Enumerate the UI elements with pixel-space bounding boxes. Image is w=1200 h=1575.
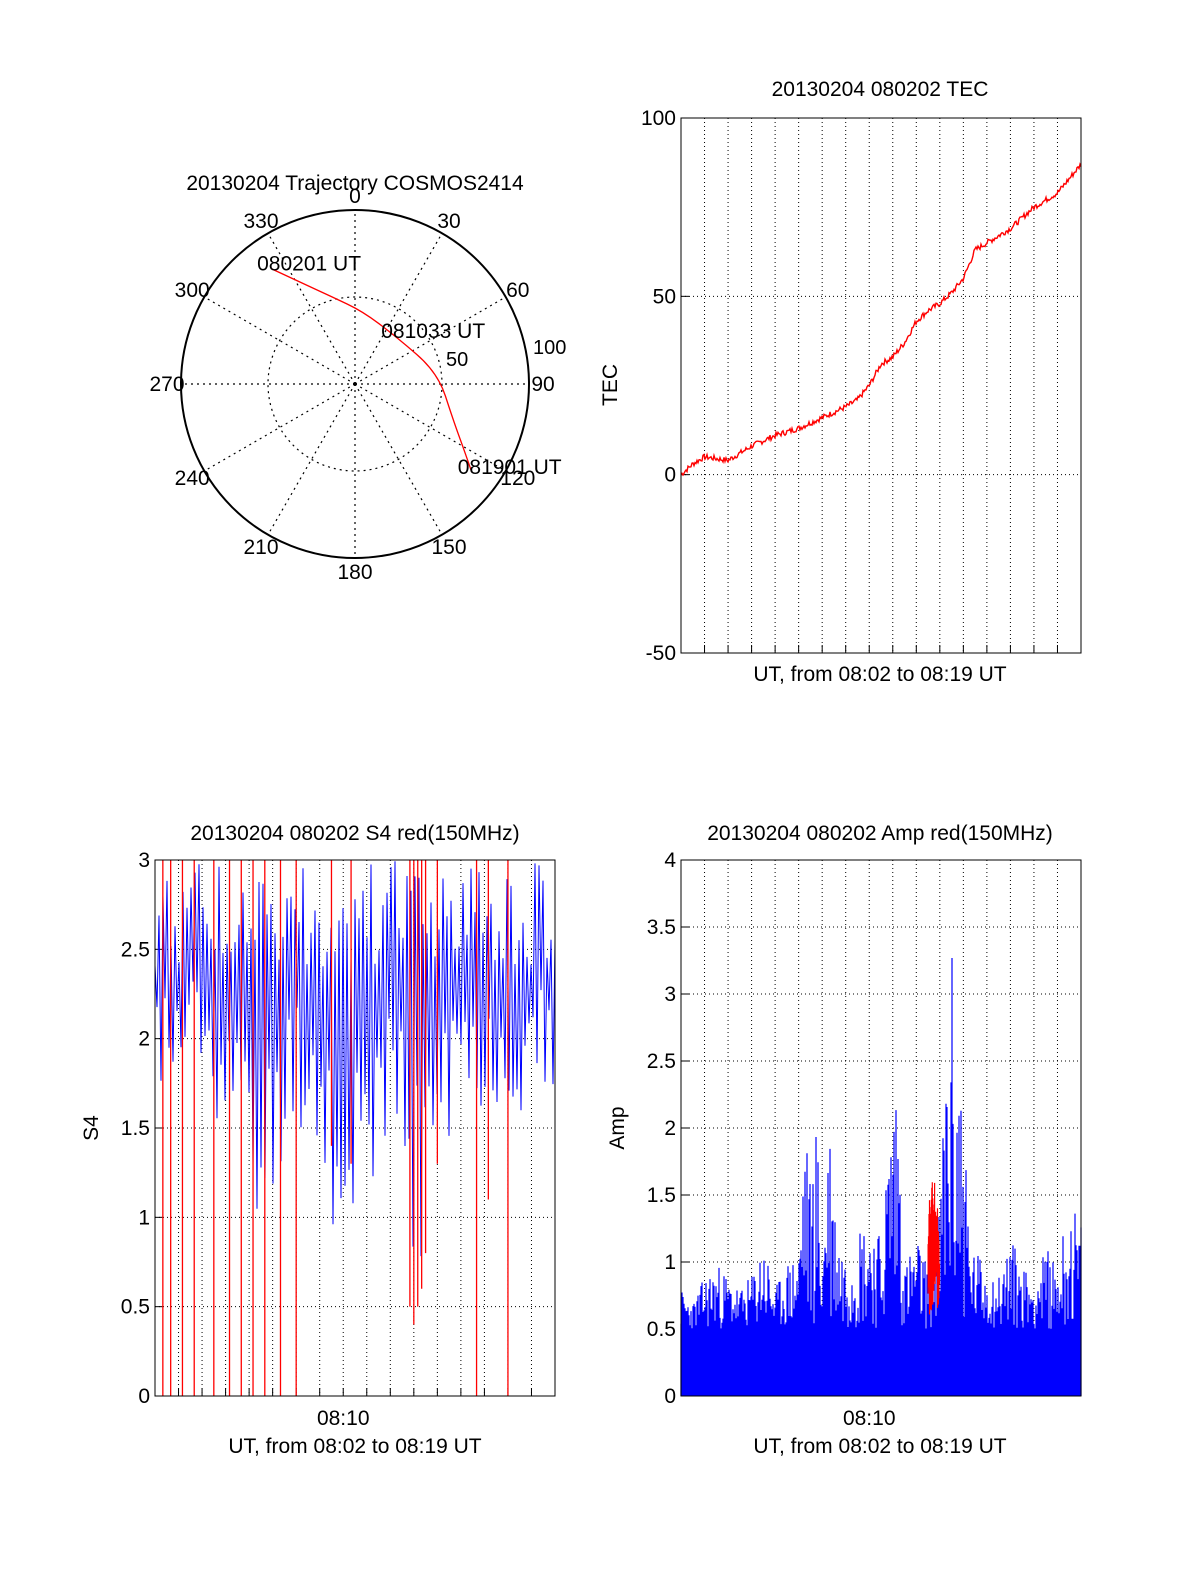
amp-x-tick-labels: 08:10 [843, 1407, 896, 1430]
y-tick-label: 0.5 [647, 1318, 676, 1341]
polar-grid [180, 209, 530, 559]
polar-angle-label: 0 [349, 185, 361, 208]
tec-title: 20130204 080202 TEC [772, 78, 989, 101]
amp-chart: 20130204 080202 Amp red(150MHz) 0 0.5 1 1.5… [606, 822, 1082, 1458]
amp-y-tick-labels: 0 0.5 1 1.5 2 2.5 3 3.5 4 [647, 849, 677, 1408]
tec-y-tick-labels: -50 0 50 100 [641, 107, 676, 665]
y-tick-label: 0 [664, 1385, 676, 1408]
s4-x-tick-labels: 08:10 [317, 1407, 370, 1430]
y-tick-label: 100 [641, 107, 676, 130]
amp-red-trace [927, 1182, 940, 1315]
y-tick-label: 50 [653, 285, 676, 308]
y-tick-label: 1 [138, 1206, 150, 1229]
amp-title: 20130204 080202 Amp red(150MHz) [707, 822, 1053, 845]
y-tick-label: 3 [138, 849, 150, 872]
s4-chart: 20130204 080202 S4 red(150MHz) 0 0.5 1 1.5 2… [80, 822, 556, 1458]
tec-line [680, 162, 1082, 477]
polar-radius-labels: 50 100 [446, 337, 566, 371]
s4-title: 20130204 080202 S4 red(150MHz) [190, 822, 519, 845]
polar-outer-circle [180, 209, 530, 559]
y-tick-label: 3 [664, 983, 676, 1006]
polar-spoke [354, 383, 443, 535]
polar-annotations: 080201 UT 081033 UT 081901 UT [257, 253, 562, 479]
polar-spoke [354, 296, 506, 385]
polar-spoke [204, 383, 356, 472]
polar-angle-label: 30 [437, 210, 460, 233]
polar-angle-label: 120 [500, 467, 535, 490]
polar-angle-label: 180 [337, 561, 372, 584]
y-tick-label: 0 [138, 1385, 150, 1408]
trajectory-time-label: 081901 UT [458, 456, 562, 479]
polar-title: 20130204 Trajectory COSMOS2414 [186, 172, 524, 195]
polar-radius-label: 50 [446, 349, 468, 371]
amp-xlabel: UT, from 08:02 to 08:19 UT [753, 1435, 1006, 1458]
polar-spoke [204, 296, 356, 385]
amp-blue-base [681, 1329, 1081, 1396]
polar-angle-label: 60 [506, 279, 529, 302]
trajectory-time-label: 080201 UT [257, 253, 361, 276]
y-tick-label: 1.5 [647, 1184, 676, 1207]
polar-angle-label: 330 [243, 210, 278, 233]
tec-series [680, 162, 1082, 477]
y-tick-label: 0 [664, 464, 676, 487]
amp-grid [681, 859, 1081, 1397]
polar-angle-label: 240 [175, 467, 210, 490]
amp-ylabel: Amp [606, 1106, 629, 1149]
amp-frame [680, 859, 1082, 1397]
x-tick-label: 08:10 [843, 1407, 896, 1430]
y-tick-label: -50 [646, 642, 676, 665]
trajectory-time-label: 081033 UT [381, 320, 485, 343]
y-tick-label: 2 [664, 1117, 676, 1140]
y-tick-label: 0.5 [121, 1296, 150, 1319]
polar-angle-labels: 0 30 60 90 120 150 180 210 240 270 300 330 [149, 185, 554, 584]
tec-ylabel: TEC [599, 364, 622, 406]
y-tick-label: 4 [664, 849, 676, 872]
tec-frame [680, 117, 1082, 654]
polar-spoke [354, 233, 443, 385]
amp-series [680, 958, 1082, 1396]
s4-ylabel: S4 [80, 1115, 103, 1141]
s4-frame [154, 859, 556, 1397]
s4-blue-trace [155, 861, 555, 1257]
polar-angle-label: 300 [175, 279, 210, 302]
y-tick-label: 2.5 [647, 1050, 676, 1073]
polar-angle-label: 150 [431, 536, 466, 559]
s4-xlabel: UT, from 08:02 to 08:19 UT [228, 1435, 481, 1458]
polar-angle-label: 90 [531, 373, 554, 396]
polar-radius-label: 100 [533, 337, 566, 359]
polar-chart: 20130204 Trajectory COSMOS2414 0 30 60 90 12… [149, 172, 566, 584]
polar-inner-circle [267, 296, 443, 472]
polar-angle-label: 270 [149, 373, 184, 396]
s4-series [155, 860, 555, 1396]
y-tick-label: 1 [664, 1251, 676, 1274]
s4-y-tick-labels: 0 0.5 1 1.5 2 2.5 3 [121, 849, 150, 1408]
trajectory-line [270, 268, 473, 473]
tec-grid [681, 117, 1081, 654]
tec-xlabel: UT, from 08:02 to 08:19 UT [753, 663, 1006, 686]
tec-chart: 20130204 080202 TEC -50 0 50 100 UT, from 0… [599, 78, 1082, 686]
polar-spoke [354, 383, 506, 472]
polar-spoke [267, 383, 356, 535]
y-tick-label: 2 [138, 1028, 150, 1051]
x-tick-label: 08:10 [317, 1407, 370, 1430]
polar-angle-label: 210 [243, 536, 278, 559]
y-tick-label: 2.5 [121, 938, 150, 961]
polar-spoke [267, 233, 356, 385]
y-tick-label: 1.5 [121, 1117, 150, 1140]
y-tick-label: 3.5 [647, 916, 676, 939]
polar-series [270, 268, 473, 473]
